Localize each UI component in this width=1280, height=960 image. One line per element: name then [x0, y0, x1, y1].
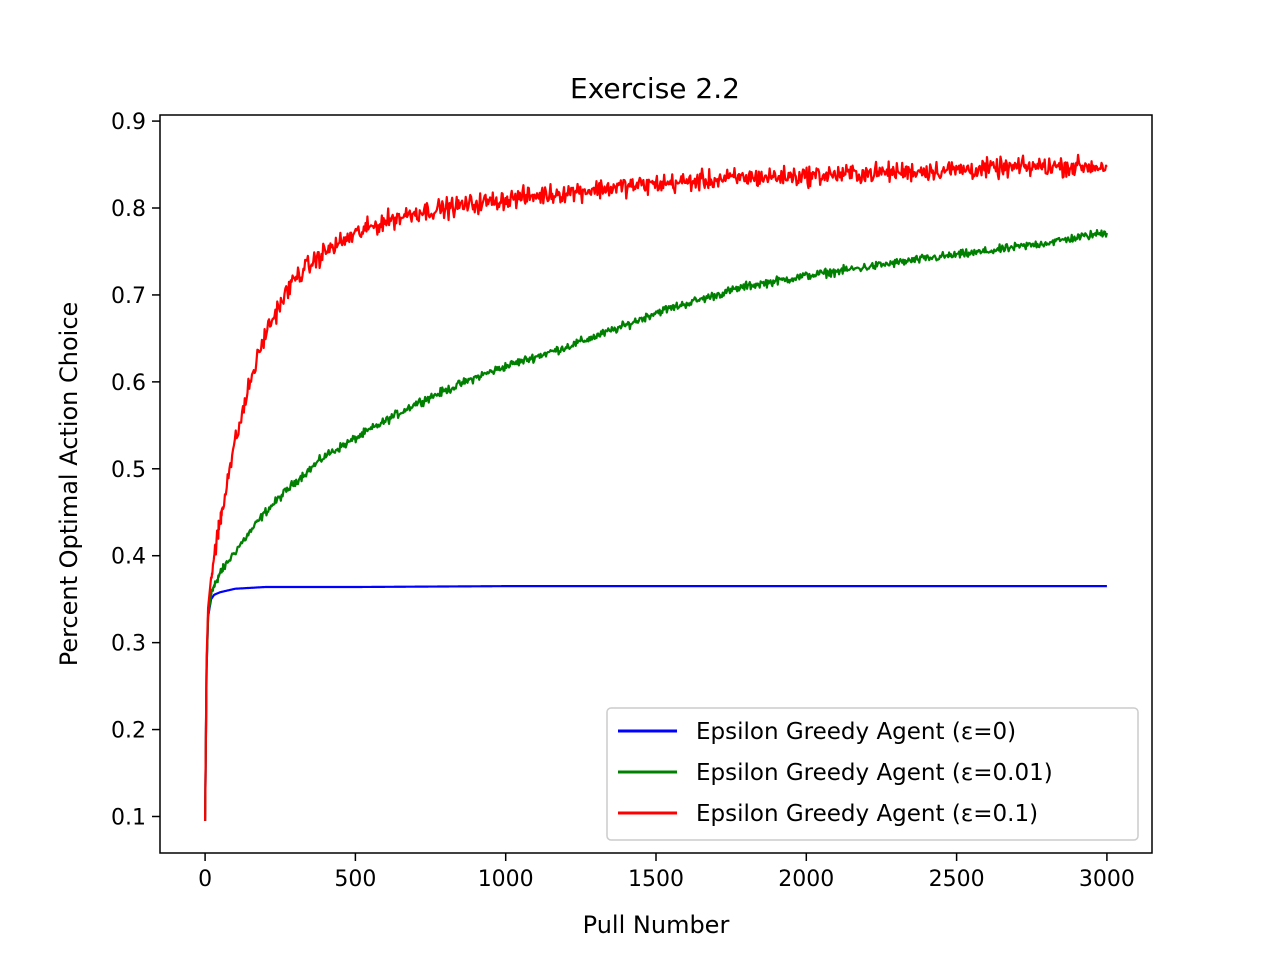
x-tick-label: 2000 — [778, 867, 834, 892]
legend-label-2: Epsilon Greedy Agent (ε=0.1) — [696, 801, 1038, 827]
legend-label-1: Epsilon Greedy Agent (ε=0.01) — [696, 760, 1053, 786]
x-axis-label: Pull Number — [583, 911, 730, 939]
x-tick-label: 2500 — [929, 867, 985, 892]
y-tick-label: 0.2 — [111, 719, 146, 744]
x-tick-label: 500 — [334, 867, 376, 892]
y-axis-label: Percent Optimal Action Choice — [55, 302, 83, 667]
x-tick-label: 3000 — [1079, 867, 1135, 892]
chart-title: Exercise 2.2 — [570, 72, 740, 105]
y-tick-label: 0.8 — [111, 197, 146, 222]
series-line-2 — [203, 153, 1108, 821]
y-tick-label: 0.9 — [111, 110, 146, 135]
x-axis: 0 500 1000 1500 2000 2500 3000 — [198, 853, 1135, 892]
x-tick-label: 0 — [198, 867, 212, 892]
legend: Epsilon Greedy Agent (ε=0) Epsilon Greedy… — [606, 707, 1139, 841]
x-tick-label: 1500 — [628, 867, 684, 892]
y-axis: 0.1 0.2 0.3 0.4 0.5 0.6 0.7 0.8 0.9 — [111, 110, 160, 830]
series-line-0 — [203, 585, 1108, 821]
y-tick-label: 0.3 — [111, 632, 146, 657]
legend-box — [606, 707, 1139, 841]
y-tick-label: 0.1 — [111, 805, 146, 830]
y-tick-label: 0.4 — [111, 545, 146, 570]
x-tick-label: 1000 — [478, 867, 534, 892]
y-tick-label: 0.5 — [111, 458, 146, 483]
y-tick-label: 0.6 — [111, 371, 146, 396]
series-layer — [203, 153, 1108, 821]
y-tick-label: 0.7 — [111, 284, 146, 309]
legend-label-0: Epsilon Greedy Agent (ε=0) — [696, 719, 1016, 745]
series-line-1 — [203, 229, 1108, 821]
